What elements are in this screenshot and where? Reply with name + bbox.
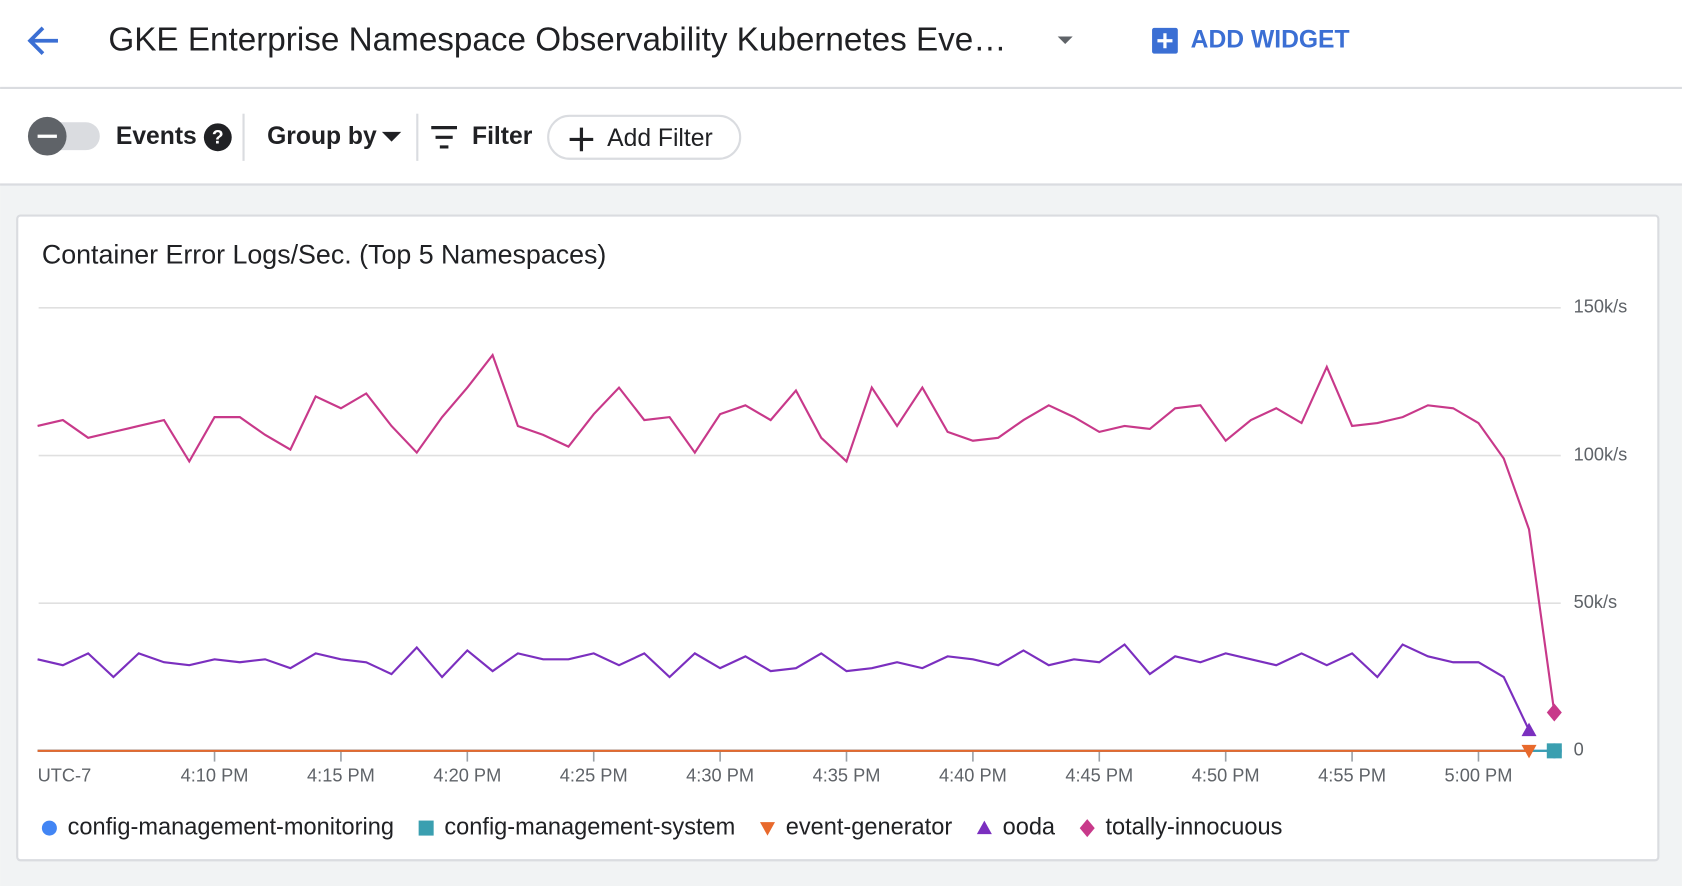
legend-marker xyxy=(418,820,434,836)
y-tick-label: 50k/s xyxy=(1574,591,1618,612)
chart-card xyxy=(16,214,1660,862)
legend-label: event-generator xyxy=(786,813,953,839)
legend-label: ooda xyxy=(1003,813,1056,839)
x-tick-label: 4:25 PM xyxy=(560,764,628,785)
legend-marker xyxy=(976,820,992,835)
filter-button[interactable]: Filter xyxy=(472,123,533,150)
add-filter-plus[interactable] xyxy=(569,127,594,152)
timezone-label: UTC-7 xyxy=(38,764,92,785)
title-dropdown[interactable] xyxy=(1057,36,1073,44)
add-filter-button[interactable]: Add Filter xyxy=(607,125,713,152)
add-filter-chip[interactable] xyxy=(547,114,742,160)
events-label: Events xyxy=(116,123,197,150)
legend-label: config-management-monitoring xyxy=(68,813,394,839)
y-tick-label: 150k/s xyxy=(1574,296,1628,317)
series-line xyxy=(37,643,1530,731)
legend-marker xyxy=(759,822,775,836)
end-marker xyxy=(1521,722,1537,737)
legend-marker xyxy=(41,820,57,836)
x-tick-label: 4:15 PM xyxy=(307,764,375,785)
y-tick-label: 100k/s xyxy=(1574,443,1628,464)
chart-title: Container Error Logs/Sec. (Top 5 Namespa… xyxy=(42,239,606,269)
x-tick-label: 4:40 PM xyxy=(939,764,1007,785)
help-icon[interactable]: ? xyxy=(203,123,232,152)
x-tick-label: 4:50 PM xyxy=(1192,764,1260,785)
add-widget-icon[interactable] xyxy=(1152,27,1178,54)
series-line xyxy=(37,352,1556,713)
legend-label: totally-innocuous xyxy=(1105,813,1282,839)
group-by-button[interactable]: Group by xyxy=(267,123,377,150)
legend-marker xyxy=(1079,819,1095,838)
dashboard-title: GKE Enterprise Namespace Observability K… xyxy=(108,22,1006,59)
x-tick-label: 5:00 PM xyxy=(1445,764,1513,785)
x-tick-label: 4:20 PM xyxy=(433,764,501,785)
x-tick-label: 4:35 PM xyxy=(813,764,881,785)
legend-label: config-management-system xyxy=(444,813,735,839)
x-tick-label: 4:45 PM xyxy=(1065,764,1133,785)
filter-icon[interactable] xyxy=(431,126,457,149)
end-marker xyxy=(1521,744,1537,759)
y-tick-label: 0 xyxy=(1574,739,1584,760)
x-tick-label: 4:55 PM xyxy=(1318,764,1386,785)
group-by-arrow[interactable] xyxy=(381,131,402,142)
back-button[interactable] xyxy=(27,26,58,55)
x-tick-label: 4:10 PM xyxy=(181,764,249,785)
x-tick-label: 4:30 PM xyxy=(686,764,754,785)
add-widget-button[interactable]: ADD WIDGET xyxy=(1191,26,1350,53)
svg-text:?: ? xyxy=(212,127,224,148)
end-marker xyxy=(1546,743,1562,759)
